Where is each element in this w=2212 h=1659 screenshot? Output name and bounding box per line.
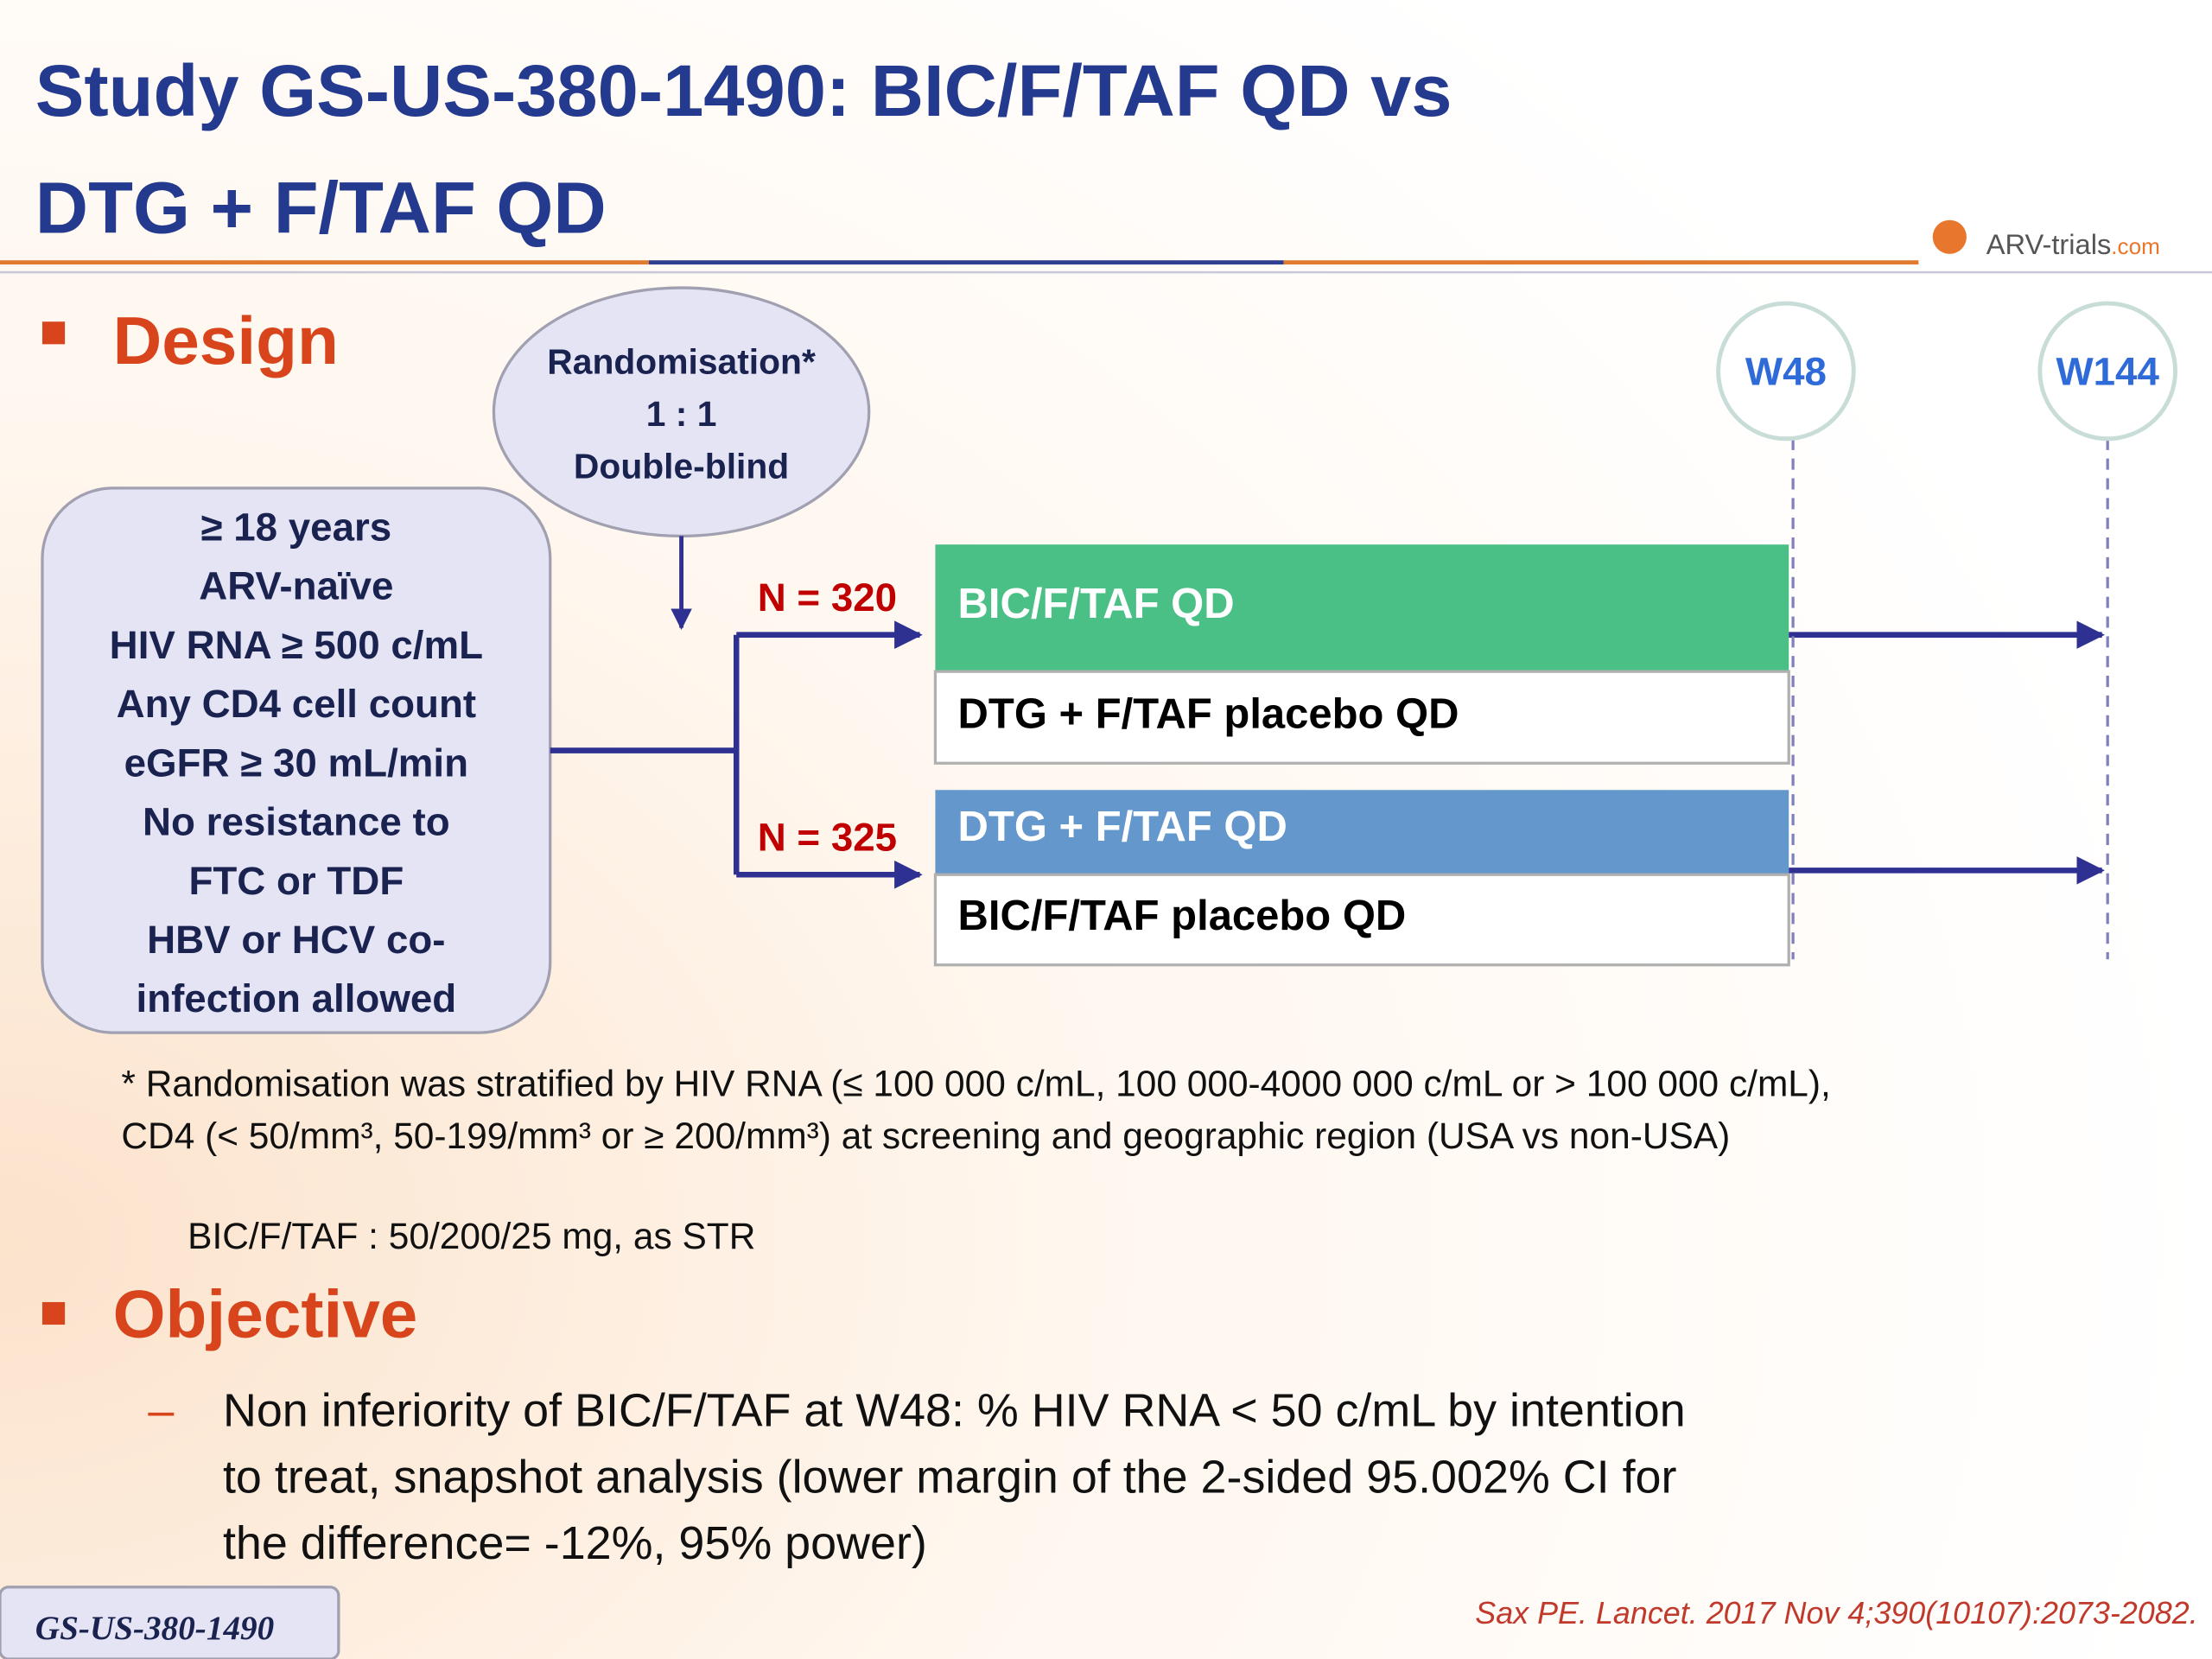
timepoint-label: W48 (1745, 350, 1827, 394)
objective-text: Non inferiority of BIC/F/TAF at W48: % H… (223, 1385, 1686, 1437)
criteria-text: Any CD4 cell count (117, 682, 476, 726)
arm-active-label: BIC/F/TAF QD (958, 581, 1235, 627)
section-heading: Objective (113, 1276, 418, 1352)
objective-text: the difference= -12%, 95% power) (223, 1517, 927, 1569)
arm-active-label: DTG + F/TAF QD (958, 804, 1287, 850)
dose-note: BIC/F/TAF : 50/200/25 mg, as STR (188, 1216, 755, 1256)
connector (550, 634, 740, 875)
criteria-text: infection allowed (136, 976, 456, 1020)
logo-icon (1932, 219, 1967, 254)
logo-name: ARV-trials (1986, 228, 2112, 260)
study-tag: GS-US-380-1490 (35, 1610, 274, 1647)
randomisation-text: Double-blind (574, 446, 789, 486)
title: DTG + F/TAF QD (35, 166, 607, 248)
randomisation-text: 1 : 1 (646, 394, 717, 434)
footnote: CD4 (< 50/mm³, 50-199/mm³ or ≥ 200/mm³) … (121, 1116, 1730, 1156)
bullet (41, 321, 66, 345)
title: Study GS-US-380-1490: BIC/F/TAF QD vs (35, 49, 1452, 131)
arm-n: N = 320 (758, 575, 897, 620)
section-heading: Design (113, 302, 339, 378)
bullet (41, 1301, 66, 1325)
dash: – (148, 1385, 174, 1437)
arm-active (935, 790, 1789, 875)
arm-n: N = 325 (758, 815, 897, 859)
criteria-text: ARV-naïve (199, 564, 393, 608)
timepoint-label: W144 (2056, 350, 2159, 394)
arm-placebo-label: BIC/F/TAF placebo QD (958, 893, 1407, 939)
timepoint-circle (1716, 301, 1856, 442)
criteria-text: FTC or TDF (188, 859, 404, 903)
timepoint-circle (2037, 301, 2177, 442)
logo-suffix: .com (2111, 233, 2160, 259)
criteria-text: HIV RNA ≥ 500 c/mL (110, 623, 483, 667)
criteria-text: HBV or HCV co- (147, 918, 445, 962)
objective-text: to treat, snapshot analysis (lower margi… (223, 1451, 1677, 1503)
arm-placebo-label: DTG + F/TAF placebo QD (958, 690, 1459, 737)
citation: Sax PE. Lancet. 2017 Nov 4;390(10107):20… (1475, 1595, 2197, 1630)
criteria-text: No resistance to (143, 800, 450, 844)
randomisation-text: Randomisation* (547, 342, 816, 382)
footnote: * Randomisation was stratified by HIV RN… (121, 1064, 1830, 1104)
arm-active (935, 544, 1789, 672)
arm-placebo (933, 670, 1790, 765)
arm-placebo (933, 873, 1790, 967)
criteria-text: eGFR ≥ 30 mL/min (124, 741, 468, 785)
study-tag-box (0, 1586, 340, 1659)
criteria-box (41, 486, 552, 1034)
criteria-text: ≥ 18 years (200, 505, 391, 549)
logo: ARV-trials.com (1986, 228, 2160, 260)
